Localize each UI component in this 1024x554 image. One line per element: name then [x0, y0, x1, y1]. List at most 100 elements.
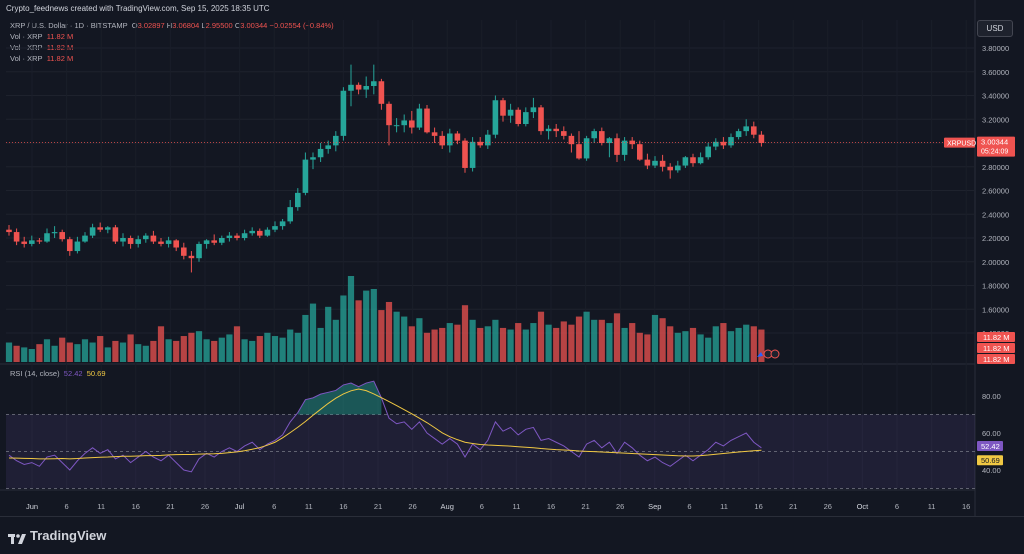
volume-bar [735, 327, 742, 362]
candle-body [659, 160, 666, 167]
candle-body [158, 241, 164, 244]
volume-bar [598, 319, 605, 362]
price-tag-bg [977, 136, 1015, 157]
candle-body [363, 86, 369, 90]
volume-bar [636, 332, 643, 362]
candle-body [728, 137, 734, 146]
volume-bar [142, 345, 149, 362]
ohlc-high: H3.06804 [166, 21, 200, 30]
rsi-value: 52.42 [63, 369, 83, 378]
time-tick-label: 21 [581, 502, 589, 511]
candle-body [59, 232, 65, 240]
candle-body [272, 226, 278, 230]
candle-body [355, 84, 362, 90]
countdown-label: 05:24:09 [981, 149, 1008, 156]
volume-bar [560, 321, 567, 362]
candle-body [333, 135, 339, 146]
volume-bar [591, 319, 598, 362]
volume-bar [621, 327, 628, 362]
candle-body [219, 238, 225, 243]
candle-body [173, 240, 179, 248]
chart-canvas[interactable]: 3.800003.600003.400003.200003.000002.800… [0, 0, 1024, 516]
volume-bar [545, 324, 552, 362]
volume-bar [553, 327, 560, 362]
candle-body [112, 227, 119, 242]
volume-bar [689, 327, 697, 362]
candle-body [424, 108, 430, 133]
candle-body [120, 238, 126, 242]
time-tick-label: 21 [166, 502, 174, 511]
candle-body [576, 144, 582, 159]
price-tick-label: 2.80000 [982, 163, 1009, 172]
candle-body [507, 109, 514, 116]
time-tick-label: 26 [824, 502, 832, 511]
ohlc-close: C3.00344 [234, 21, 268, 30]
price-tick-label: 2.00000 [982, 258, 1009, 267]
candle-body [523, 112, 529, 124]
time-tick-label: Jul [235, 502, 245, 511]
candle-body [393, 125, 400, 127]
candle-body [234, 235, 240, 238]
candle-body [561, 131, 567, 136]
volume-bar [575, 316, 583, 362]
volume-bar [51, 345, 58, 362]
candle-body [530, 107, 537, 113]
candle-body [416, 108, 423, 128]
volume-bar [74, 344, 81, 362]
tradingview-logo[interactable]: TradingView [8, 528, 106, 544]
candle-body [181, 247, 187, 256]
volume-bar [36, 344, 43, 362]
candle-body [492, 100, 499, 135]
volume-bar [173, 340, 180, 362]
candle-body [295, 192, 301, 208]
volume-bar [682, 331, 689, 362]
time-tick-label: 16 [547, 502, 555, 511]
volume-bar [309, 303, 317, 362]
candle-body [127, 238, 134, 244]
candle-body [583, 138, 590, 159]
candle-body [165, 240, 172, 244]
volume-bar [727, 331, 735, 362]
rsi-ma-value: 50.69 [86, 369, 106, 378]
volume-bar [104, 347, 111, 362]
volume-bar [256, 336, 263, 362]
volume-bar [530, 323, 537, 362]
volume-bar [294, 332, 301, 362]
time-tick-label: 11 [513, 502, 521, 511]
volume-bar [5, 342, 13, 362]
candle-body [751, 126, 757, 135]
volume-bar [165, 339, 172, 362]
candle-body [538, 107, 544, 132]
volume-bar [507, 329, 514, 362]
symbol-tag-bg [944, 137, 975, 148]
rsi-tick-label: 80.00 [982, 392, 1001, 401]
candle-body [188, 255, 195, 259]
volume-bar [135, 344, 142, 362]
volume-bar [583, 311, 590, 362]
rsi-legend[interactable]: RSI (14, close) 52.42 50.69 [10, 369, 106, 378]
candle-body [348, 84, 354, 91]
candle-body [371, 81, 377, 86]
time-tick-label: 6 [65, 502, 69, 511]
candle-body [89, 227, 96, 236]
rsi-band [6, 414, 975, 489]
candle-body [705, 146, 711, 158]
currency-button[interactable]: USD [977, 20, 1013, 37]
candle-body [477, 141, 483, 146]
volume-bar [218, 337, 225, 362]
volume-bar [408, 326, 415, 362]
volume-bar [180, 336, 187, 362]
candle-body [13, 232, 20, 242]
candle-body [36, 240, 43, 242]
volume-bar [195, 331, 203, 362]
symbol-legend-row[interactable]: XRP / U.S. Dollar · 1D · BITSTAMP O3.028… [10, 20, 334, 31]
volume-bar [43, 339, 51, 362]
candle-body [515, 109, 521, 124]
rsi-value-tag-bg [977, 441, 1003, 452]
rsi-value-tag: 52.42 [981, 442, 1000, 451]
time-tick-label: 11 [720, 502, 728, 511]
volume-tag-bg [977, 332, 1015, 342]
volume-legend-row[interactable]: Vol · XRP 11.82 M [10, 54, 74, 63]
volume-legend-row[interactable]: Vol · XRP 11.82 M [10, 32, 74, 41]
